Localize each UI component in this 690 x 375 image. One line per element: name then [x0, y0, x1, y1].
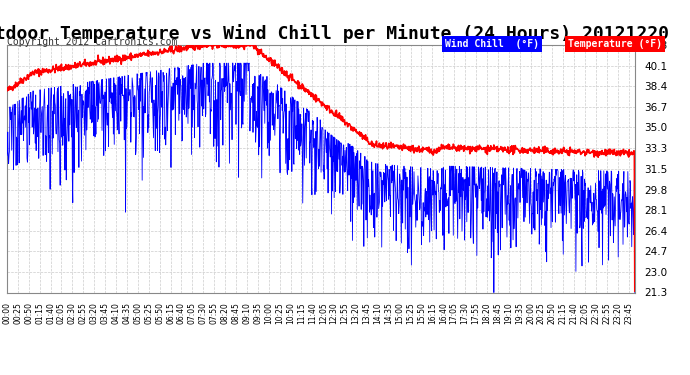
Text: Temperature (°F): Temperature (°F) [568, 39, 662, 50]
Text: Wind Chill  (°F): Wind Chill (°F) [445, 39, 539, 50]
Title: Outdoor Temperature vs Wind Chill per Minute (24 Hours) 20121220: Outdoor Temperature vs Wind Chill per Mi… [0, 24, 669, 44]
Text: Copyright 2012 Cartronics.com: Copyright 2012 Cartronics.com [7, 37, 177, 47]
